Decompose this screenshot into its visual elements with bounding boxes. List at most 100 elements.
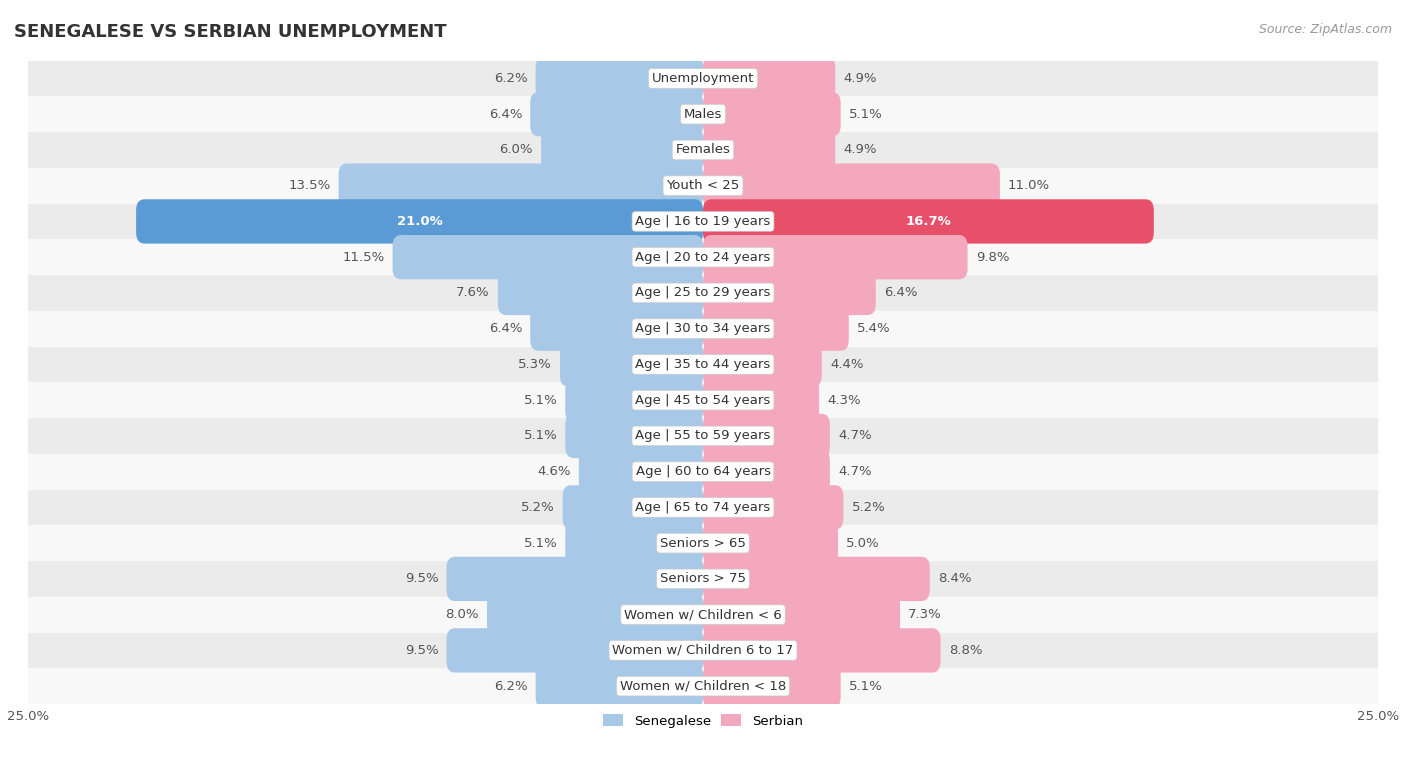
FancyBboxPatch shape xyxy=(565,378,703,422)
Text: 4.3%: 4.3% xyxy=(827,394,860,407)
Bar xyxy=(28,311,1378,347)
Bar xyxy=(28,239,1378,275)
Text: 5.1%: 5.1% xyxy=(523,394,557,407)
Bar xyxy=(28,668,1378,704)
Legend: Senegalese, Serbian: Senegalese, Serbian xyxy=(598,709,808,733)
Bar xyxy=(28,633,1378,668)
Text: 4.4%: 4.4% xyxy=(830,358,863,371)
Text: 11.0%: 11.0% xyxy=(1008,179,1050,192)
FancyBboxPatch shape xyxy=(536,664,703,709)
Text: Age | 45 to 54 years: Age | 45 to 54 years xyxy=(636,394,770,407)
Text: 9.8%: 9.8% xyxy=(976,251,1010,263)
Text: 4.9%: 4.9% xyxy=(844,72,877,85)
FancyBboxPatch shape xyxy=(530,92,703,136)
Bar xyxy=(28,132,1378,168)
Text: Females: Females xyxy=(675,143,731,157)
FancyBboxPatch shape xyxy=(447,556,703,601)
Bar xyxy=(28,61,1378,96)
Text: 5.2%: 5.2% xyxy=(520,501,554,514)
Text: 5.2%: 5.2% xyxy=(852,501,886,514)
Text: Age | 60 to 64 years: Age | 60 to 64 years xyxy=(636,465,770,478)
FancyBboxPatch shape xyxy=(703,199,1154,244)
Text: 4.6%: 4.6% xyxy=(537,465,571,478)
FancyBboxPatch shape xyxy=(703,664,841,709)
Text: 8.0%: 8.0% xyxy=(446,608,479,621)
Text: Males: Males xyxy=(683,107,723,120)
FancyBboxPatch shape xyxy=(703,450,830,494)
Bar xyxy=(28,453,1378,490)
Text: Age | 16 to 19 years: Age | 16 to 19 years xyxy=(636,215,770,228)
Text: Age | 55 to 59 years: Age | 55 to 59 years xyxy=(636,429,770,442)
FancyBboxPatch shape xyxy=(703,378,820,422)
FancyBboxPatch shape xyxy=(703,342,821,387)
Text: 13.5%: 13.5% xyxy=(288,179,330,192)
FancyBboxPatch shape xyxy=(486,593,703,637)
Text: 5.1%: 5.1% xyxy=(849,680,883,693)
Text: Age | 30 to 34 years: Age | 30 to 34 years xyxy=(636,322,770,335)
Text: Age | 20 to 24 years: Age | 20 to 24 years xyxy=(636,251,770,263)
Text: 4.7%: 4.7% xyxy=(838,465,872,478)
Text: 6.4%: 6.4% xyxy=(884,286,917,300)
FancyBboxPatch shape xyxy=(536,56,703,101)
Text: Seniors > 65: Seniors > 65 xyxy=(659,537,747,550)
FancyBboxPatch shape xyxy=(339,164,703,208)
Text: 7.6%: 7.6% xyxy=(456,286,489,300)
Text: Age | 65 to 74 years: Age | 65 to 74 years xyxy=(636,501,770,514)
FancyBboxPatch shape xyxy=(703,556,929,601)
Text: 6.0%: 6.0% xyxy=(499,143,533,157)
FancyBboxPatch shape xyxy=(498,271,703,315)
Text: 6.4%: 6.4% xyxy=(489,107,522,120)
Text: 8.4%: 8.4% xyxy=(938,572,972,585)
FancyBboxPatch shape xyxy=(703,164,1000,208)
Text: 9.5%: 9.5% xyxy=(405,572,439,585)
Text: 6.4%: 6.4% xyxy=(489,322,522,335)
FancyBboxPatch shape xyxy=(703,593,900,637)
Text: Age | 25 to 29 years: Age | 25 to 29 years xyxy=(636,286,770,300)
Text: 5.1%: 5.1% xyxy=(849,107,883,120)
Bar xyxy=(28,382,1378,418)
FancyBboxPatch shape xyxy=(703,414,830,458)
FancyBboxPatch shape xyxy=(703,92,841,136)
FancyBboxPatch shape xyxy=(541,128,703,172)
FancyBboxPatch shape xyxy=(703,521,838,565)
FancyBboxPatch shape xyxy=(392,235,703,279)
Text: Seniors > 75: Seniors > 75 xyxy=(659,572,747,585)
FancyBboxPatch shape xyxy=(703,485,844,530)
Text: Source: ZipAtlas.com: Source: ZipAtlas.com xyxy=(1258,23,1392,36)
FancyBboxPatch shape xyxy=(703,628,941,672)
Bar xyxy=(28,347,1378,382)
Text: 6.2%: 6.2% xyxy=(494,72,527,85)
Text: 4.7%: 4.7% xyxy=(838,429,872,442)
FancyBboxPatch shape xyxy=(447,628,703,672)
Text: 8.8%: 8.8% xyxy=(949,644,983,657)
Bar xyxy=(28,561,1378,597)
FancyBboxPatch shape xyxy=(703,235,967,279)
Text: 5.0%: 5.0% xyxy=(846,537,880,550)
Text: Age | 35 to 44 years: Age | 35 to 44 years xyxy=(636,358,770,371)
FancyBboxPatch shape xyxy=(530,307,703,350)
Text: 5.1%: 5.1% xyxy=(523,429,557,442)
Text: Women w/ Children < 6: Women w/ Children < 6 xyxy=(624,608,782,621)
Text: SENEGALESE VS SERBIAN UNEMPLOYMENT: SENEGALESE VS SERBIAN UNEMPLOYMENT xyxy=(14,23,447,41)
Text: 11.5%: 11.5% xyxy=(342,251,384,263)
Bar xyxy=(28,275,1378,311)
FancyBboxPatch shape xyxy=(136,199,703,244)
FancyBboxPatch shape xyxy=(560,342,703,387)
Text: 5.4%: 5.4% xyxy=(856,322,890,335)
Text: Women w/ Children 6 to 17: Women w/ Children 6 to 17 xyxy=(613,644,793,657)
Bar xyxy=(28,490,1378,525)
Text: 16.7%: 16.7% xyxy=(905,215,952,228)
Text: 4.9%: 4.9% xyxy=(844,143,877,157)
FancyBboxPatch shape xyxy=(565,414,703,458)
Text: Women w/ Children < 18: Women w/ Children < 18 xyxy=(620,680,786,693)
Bar xyxy=(28,204,1378,239)
FancyBboxPatch shape xyxy=(703,128,835,172)
Bar xyxy=(28,168,1378,204)
Bar xyxy=(28,96,1378,132)
FancyBboxPatch shape xyxy=(703,56,835,101)
Bar xyxy=(28,597,1378,633)
Text: 9.5%: 9.5% xyxy=(405,644,439,657)
Text: 6.2%: 6.2% xyxy=(494,680,527,693)
Text: 21.0%: 21.0% xyxy=(396,215,443,228)
Text: Unemployment: Unemployment xyxy=(652,72,754,85)
